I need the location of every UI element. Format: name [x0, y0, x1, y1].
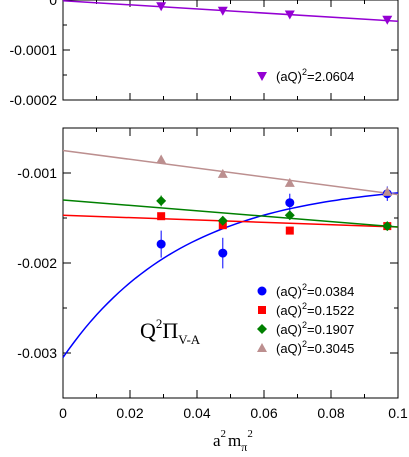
legend-marker [257, 72, 267, 81]
data-point [156, 154, 167, 164]
legend-marker [258, 306, 266, 314]
x-tick-label: 0.1 [388, 405, 408, 421]
x-tick-label: 0.04 [183, 405, 210, 421]
data-point [156, 2, 167, 12]
legend-label: (aQ)2=0.3045 [276, 339, 354, 356]
y-tick-label: -0.0001 [10, 42, 58, 58]
fit-line [62, 0, 399, 22]
bottom-axis-ticks: 0 0.02 0.04 0.06 0.08 0.1 -0.001 -0.002 -0.003 [17, 128, 408, 421]
data-point [284, 10, 295, 20]
data-point [156, 239, 166, 249]
top-fit-lines [62, 0, 399, 22]
data-point [284, 210, 295, 221]
data-point [382, 15, 393, 25]
legend-label: (aQ)2=0.0384 [276, 282, 354, 299]
legend-label: (aQ)2=0.1522 [276, 301, 354, 318]
panel-annotation: Q2ΠV-A [140, 316, 201, 347]
data-point [217, 6, 228, 16]
data-point [285, 198, 295, 208]
data-point [285, 226, 294, 235]
y-tick-label: -0.001 [17, 165, 57, 181]
bottom-data-points [156, 154, 393, 269]
bottom-legend: (aQ)2=0.0384 (aQ)2=0.1522 (aQ)2=0.1907 (aQ)… [257, 282, 354, 356]
data-point [157, 212, 166, 221]
data-point [218, 248, 228, 258]
legend-marker [257, 286, 267, 296]
bottom-fit-lines [62, 149, 399, 358]
y-tick-label: -0.002 [17, 255, 57, 271]
data-point [284, 177, 295, 187]
x-tick-label: 0 [59, 405, 67, 421]
data-point [217, 215, 228, 226]
legend-marker [257, 324, 267, 334]
x-tick-label: 0.06 [250, 405, 277, 421]
x-tick-label: 0.02 [116, 405, 143, 421]
x-tick-label: 0.08 [317, 405, 344, 421]
y-tick-label: 0 [49, 0, 57, 8]
x-axis-label: a2 mπ2 [213, 428, 253, 454]
fit-curve [62, 192, 399, 358]
data-point [156, 195, 167, 206]
data-point [382, 186, 393, 196]
fit-line [62, 214, 399, 228]
legend-label: (aQ)2=0.1907 [276, 320, 354, 337]
data-point [217, 168, 228, 178]
bottom-panel-frame [62, 127, 399, 399]
top-panel-frame [62, 0, 399, 101]
top-data-points [156, 2, 393, 25]
y-tick-label: -0.003 [17, 345, 57, 361]
data-point [382, 221, 393, 232]
top-axis-ticks: 0 -0.0001 -0.0002 [10, 0, 399, 108]
legend-label: (aQ)2=2.0604 [276, 67, 354, 84]
legend-marker [257, 343, 267, 352]
y-tick-label: -0.0002 [10, 92, 58, 108]
top-legend: (aQ)2=2.0604 [257, 67, 354, 84]
fit-line [62, 149, 399, 196]
fit-line [62, 199, 399, 228]
